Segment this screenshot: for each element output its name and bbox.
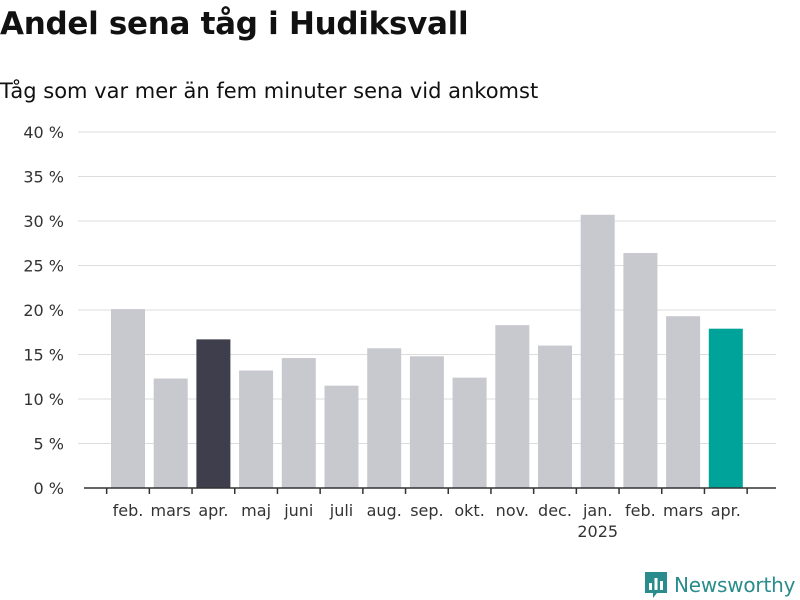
- x-tick-label: sep.: [410, 501, 443, 520]
- bar: [538, 345, 572, 488]
- y-tick-label: 10 %: [23, 390, 64, 409]
- x-tick-label: feb.: [113, 501, 144, 520]
- x-tick-label: dec.: [538, 501, 572, 520]
- x-tick-label: jan.: [582, 501, 612, 520]
- x-tick-label: juli: [329, 501, 353, 520]
- y-tick-label: 5 %: [34, 435, 64, 454]
- x-tick-label: apr.: [711, 501, 741, 520]
- y-tick-label: 20 %: [23, 301, 64, 320]
- newsworthy-logo: Newsworthy: [644, 570, 795, 600]
- bar: [495, 325, 530, 488]
- x-tick-label: juni: [283, 501, 313, 520]
- bar: [580, 214, 615, 488]
- chart-title: Andel sena tåg i Hudiksvall: [0, 6, 469, 42]
- bar: [708, 328, 743, 488]
- newsworthy-chart-icon: [645, 572, 667, 598]
- x-tick-label: feb.: [625, 501, 656, 520]
- chart-subtitle: Tåg som var mer än fem minuter sena vid …: [0, 79, 539, 103]
- bar: [409, 356, 444, 488]
- bar: [666, 316, 701, 488]
- bar: [452, 377, 487, 488]
- bar: [239, 370, 274, 488]
- bar: [196, 339, 231, 488]
- y-tick-label: 35 %: [23, 168, 64, 187]
- x-tick-label: okt.: [454, 501, 484, 520]
- x-tick-label: mars: [151, 501, 191, 520]
- x-year-label: 2025: [577, 522, 618, 541]
- bar: [367, 348, 402, 488]
- x-tick-label: mars: [663, 501, 703, 520]
- y-tick-label: 15 %: [23, 346, 64, 365]
- x-tick-label: nov.: [496, 501, 529, 520]
- bar: [324, 385, 359, 488]
- y-tick-label: 40 %: [23, 123, 64, 142]
- y-tick-label: 25 %: [23, 257, 64, 276]
- bar: [153, 378, 188, 488]
- x-tick-label: apr.: [198, 501, 228, 520]
- bar: [111, 309, 145, 488]
- bar-chart: 0 % 5 % 10 % 15 % 20 % 25 % 30 % 35 % 40 % feb. ma…: [23, 123, 776, 541]
- y-tick-label: 30 %: [23, 212, 64, 231]
- bar: [623, 253, 658, 488]
- y-tick-label: 0 %: [34, 479, 64, 498]
- x-tick-label: maj: [241, 501, 271, 520]
- x-tick-label: aug.: [367, 501, 402, 520]
- logo-text: Newsworthy: [674, 573, 796, 597]
- bar: [281, 358, 316, 488]
